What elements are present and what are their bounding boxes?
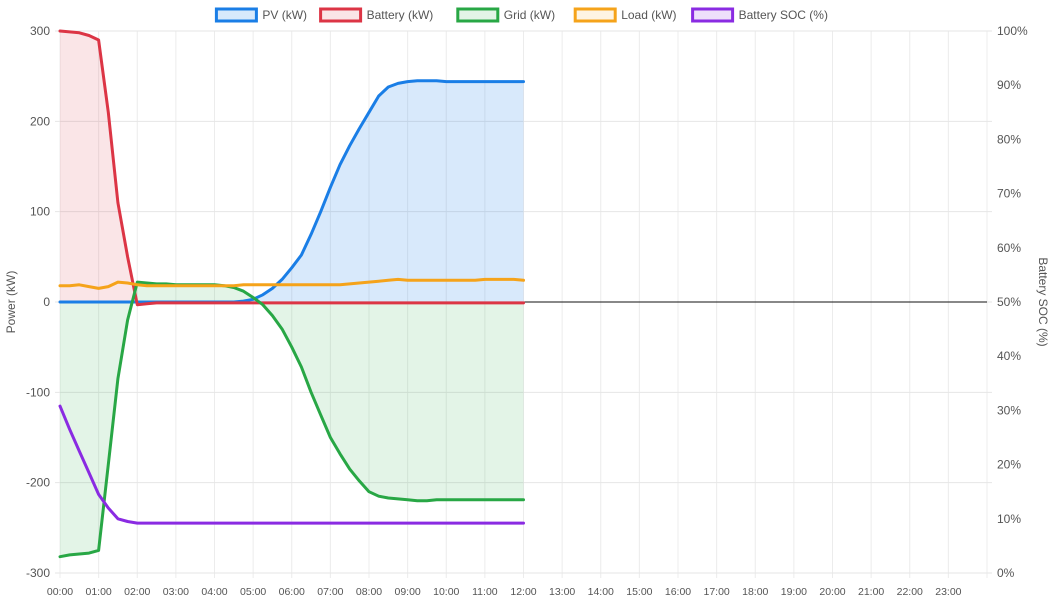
series-line-2 (58, 280, 525, 559)
legend-item-3[interactable]: Load (kW) (573, 7, 677, 23)
axes: 300 200 100 0 -100 -200 -300 100% 90% 80% 70% 60% 50… (4, 24, 1050, 598)
y-tick-label: 100 (30, 205, 50, 219)
legend-swatch-0 (214, 7, 258, 23)
x-tick-label: 23:00 (935, 586, 961, 598)
legend-item-1[interactable]: Battery (kW) (319, 7, 434, 23)
x-tick-label: 22:00 (897, 586, 923, 598)
x-tick-label: 03:00 (163, 586, 189, 598)
y-tick-label: 0 (43, 295, 50, 309)
y2-tick-label: 50% (997, 295, 1021, 309)
y2-tick-label: 30% (997, 403, 1021, 417)
legend-item-0[interactable]: PV (kW) (214, 7, 307, 23)
x-tick-label: 00:00 (47, 586, 73, 598)
legend-swatch-3 (573, 7, 617, 23)
x-tick-label: 15:00 (626, 586, 652, 598)
y-tick-label: -200 (26, 476, 50, 490)
x-tick-label: 18:00 (742, 586, 768, 598)
x-tick-label: 04:00 (201, 586, 227, 598)
y2-tick-label: 40% (997, 349, 1021, 363)
y-tick-label: -100 (26, 385, 50, 399)
x-tick-label: 05:00 (240, 586, 266, 598)
x-tick-label: 13:00 (549, 586, 575, 598)
x-tick-label: 21:00 (858, 586, 884, 598)
legend-swatch-2 (456, 7, 500, 23)
legend-item-2[interactable]: Grid (kW) (456, 7, 555, 23)
y2-tick-label: 80% (997, 132, 1021, 146)
legend-label-4: Battery SOC (%) (739, 8, 828, 22)
x-tick-label: 06:00 (279, 586, 305, 598)
legend-label-2: Grid (kW) (504, 8, 555, 22)
x-tick-label: 01:00 (85, 586, 111, 598)
y2-tick-label: 70% (997, 187, 1021, 201)
legend-label-1: Battery (kW) (367, 8, 434, 22)
legend-swatch-4 (691, 7, 735, 23)
series-fill-1 (60, 31, 524, 305)
y-tick-label: 300 (30, 24, 50, 38)
y2-tick-label: 0% (997, 566, 1015, 580)
x-tick-label: 16:00 (665, 586, 691, 598)
legend-label-0: PV (kW) (262, 8, 307, 22)
y2-tick-label: 90% (997, 78, 1021, 92)
x-tick-label: 20:00 (819, 586, 845, 598)
x-tick-label: 09:00 (394, 586, 420, 598)
series-fills (60, 31, 524, 557)
series-line-1 (58, 29, 525, 307)
series-fill-0 (60, 80, 524, 302)
x-tick-label: 12:00 (510, 586, 536, 598)
legend[interactable]: PV (kW) Battery (kW) Grid (kW) Load (kW) Bat… (214, 7, 828, 23)
legend-item-4[interactable]: Battery SOC (%) (691, 7, 828, 23)
x-tick-label: 17:00 (703, 586, 729, 598)
series-fill-2 (60, 282, 524, 557)
series-line-4 (58, 404, 525, 525)
y2-tick-label: 100% (997, 24, 1028, 38)
x-tick-label: 14:00 (588, 586, 614, 598)
x-tick-label: 08:00 (356, 586, 382, 598)
y2-axis-title: Battery SOC (%) (1036, 257, 1050, 346)
x-tick-label: 10:00 (433, 586, 459, 598)
x-tick-label: 07:00 (317, 586, 343, 598)
y-tick-label: 200 (30, 114, 50, 128)
y-axis-title: Power (kW) (4, 271, 18, 334)
x-tick-label: 11:00 (472, 586, 498, 598)
y2-tick-label: 20% (997, 458, 1021, 472)
legend-label-3: Load (kW) (621, 8, 676, 22)
legend-swatch-1 (319, 7, 363, 23)
series-line-3 (58, 277, 525, 290)
y2-tick-label: 60% (997, 241, 1021, 255)
y2-tick-label: 10% (997, 512, 1021, 526)
x-tick-label: 19:00 (781, 586, 807, 598)
x-tick-label: 02:00 (124, 586, 150, 598)
y-tick-label: -300 (26, 566, 50, 580)
series-lines (58, 29, 525, 559)
